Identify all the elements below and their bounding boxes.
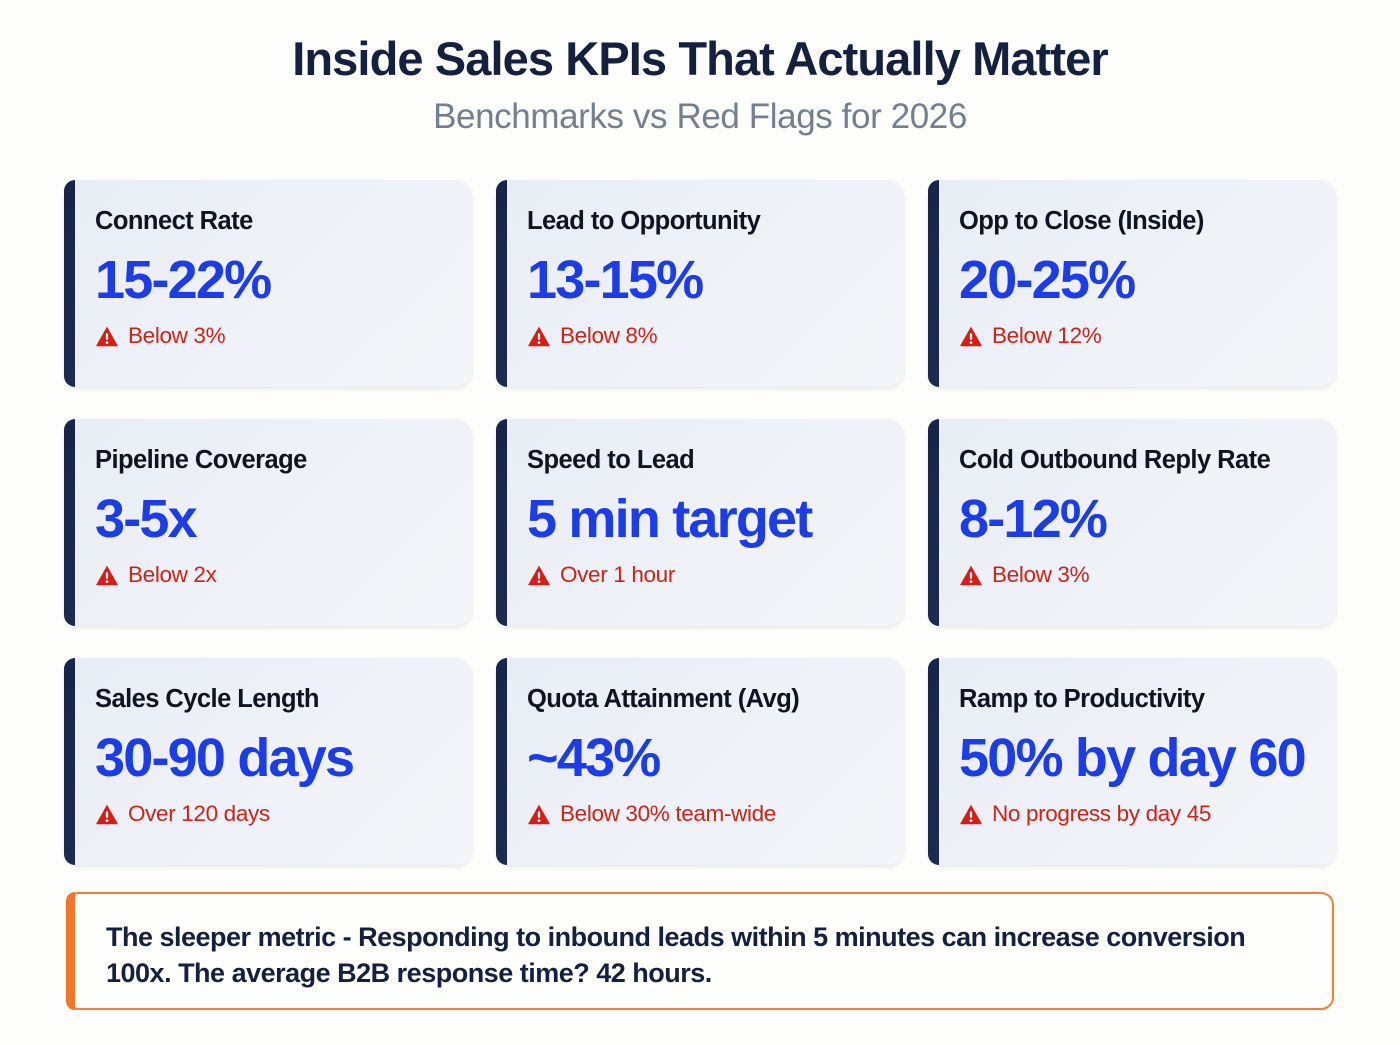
kpi-card: Cold Outbound Reply Rate 8-12% Below 3%	[928, 419, 1336, 626]
kpi-label: Cold Outbound Reply Rate	[959, 446, 1271, 474]
kpi-red-flag-text: Below 3%	[992, 561, 1090, 587]
kpi-label: Lead to Opportunity	[527, 207, 761, 235]
kpi-label: Sales Cycle Length	[95, 685, 319, 713]
kpi-red-flag: No progress by day 45	[959, 800, 1318, 827]
kpi-red-flag: Below 8%	[527, 322, 886, 349]
card-accent-bar	[928, 658, 939, 865]
card-accent-bar	[64, 180, 75, 387]
kpi-red-flag-text: Below 3%	[128, 322, 226, 348]
kpi-label: Pipeline Coverage	[95, 446, 307, 474]
kpi-value: 15-22%	[95, 250, 272, 311]
page-title: Inside Sales KPIs That Actually Matter	[292, 32, 1108, 85]
kpi-card: Speed to Lead 5 min target Over 1 hour	[496, 419, 904, 626]
kpi-red-flag-text: Below 8%	[560, 322, 658, 348]
page-subtitle: Benchmarks vs Red Flags for 2026	[433, 96, 967, 136]
kpi-card: Pipeline Coverage 3-5x Below 2x	[64, 419, 472, 626]
kpi-value: ~43%	[527, 728, 661, 789]
kpi-value: 8-12%	[959, 489, 1108, 550]
kpi-value: 13-15%	[527, 250, 704, 311]
kpi-red-flag-text: Below 12%	[992, 322, 1102, 348]
kpi-card: Ramp to Productivity 50% by day 60 No pr…	[928, 658, 1336, 865]
sleeper-metric-callout: The sleeper metric - Responding to inbou…	[66, 892, 1334, 1010]
callout-text: The sleeper metric - Responding to inbou…	[106, 922, 1246, 988]
warning-triangle-icon	[960, 565, 982, 586]
kpi-card-grid: Connect Rate 15-22% Below 3% Lead to Opp…	[64, 180, 1336, 865]
kpi-red-flag: Below 12%	[959, 322, 1318, 349]
card-accent-bar	[928, 419, 939, 626]
warning-triangle-icon	[528, 565, 550, 586]
kpi-red-flag: Below 2x	[95, 561, 454, 588]
card-accent-bar	[496, 180, 507, 387]
callout-accent-bar	[66, 892, 75, 1010]
kpi-value: 50% by day 60	[959, 728, 1307, 789]
kpi-label: Quota Attainment (Avg)	[527, 685, 800, 713]
kpi-red-flag-text: Below 30% team-wide	[560, 800, 776, 826]
kpi-red-flag-text: No progress by day 45	[992, 800, 1212, 826]
kpi-value: 5 min target	[527, 489, 813, 550]
kpi-card: Opp to Close (Inside) 20-25% Below 12%	[928, 180, 1336, 387]
kpi-value: 30-90 days	[95, 728, 355, 789]
kpi-label: Connect Rate	[95, 207, 253, 235]
kpi-value: 3-5x	[95, 489, 198, 550]
kpi-red-flag-text: Below 2x	[128, 561, 217, 587]
kpi-red-flag: Below 3%	[95, 322, 454, 349]
warning-triangle-icon	[528, 804, 550, 825]
kpi-card: Lead to Opportunity 13-15% Below 8%	[496, 180, 904, 387]
kpi-red-flag: Below 3%	[959, 561, 1318, 588]
kpi-red-flag: Over 1 hour	[527, 561, 886, 588]
kpi-red-flag-text: Over 120 days	[128, 800, 270, 826]
card-accent-bar	[928, 180, 939, 387]
card-accent-bar	[496, 419, 507, 626]
kpi-label: Speed to Lead	[527, 446, 695, 474]
header: Inside Sales KPIs That Actually Matter B…	[0, 0, 1400, 136]
kpi-red-flag: Below 30% team-wide	[527, 800, 886, 827]
kpi-label: Ramp to Productivity	[959, 685, 1205, 713]
warning-triangle-icon	[96, 804, 118, 825]
card-accent-bar	[496, 658, 507, 865]
kpi-value: 20-25%	[959, 250, 1136, 311]
kpi-card: Sales Cycle Length 30-90 days Over 120 d…	[64, 658, 472, 865]
kpi-red-flag-text: Over 1 hour	[560, 561, 675, 587]
warning-triangle-icon	[96, 326, 118, 347]
kpi-card: Connect Rate 15-22% Below 3%	[64, 180, 472, 387]
warning-triangle-icon	[960, 804, 982, 825]
kpi-red-flag: Over 120 days	[95, 800, 454, 827]
card-accent-bar	[64, 419, 75, 626]
warning-triangle-icon	[960, 326, 982, 347]
kpi-card: Quota Attainment (Avg) ~43% Below 30% te…	[496, 658, 904, 865]
warning-triangle-icon	[96, 565, 118, 586]
card-accent-bar	[64, 658, 75, 865]
warning-triangle-icon	[528, 326, 550, 347]
kpi-label: Opp to Close (Inside)	[959, 207, 1204, 235]
